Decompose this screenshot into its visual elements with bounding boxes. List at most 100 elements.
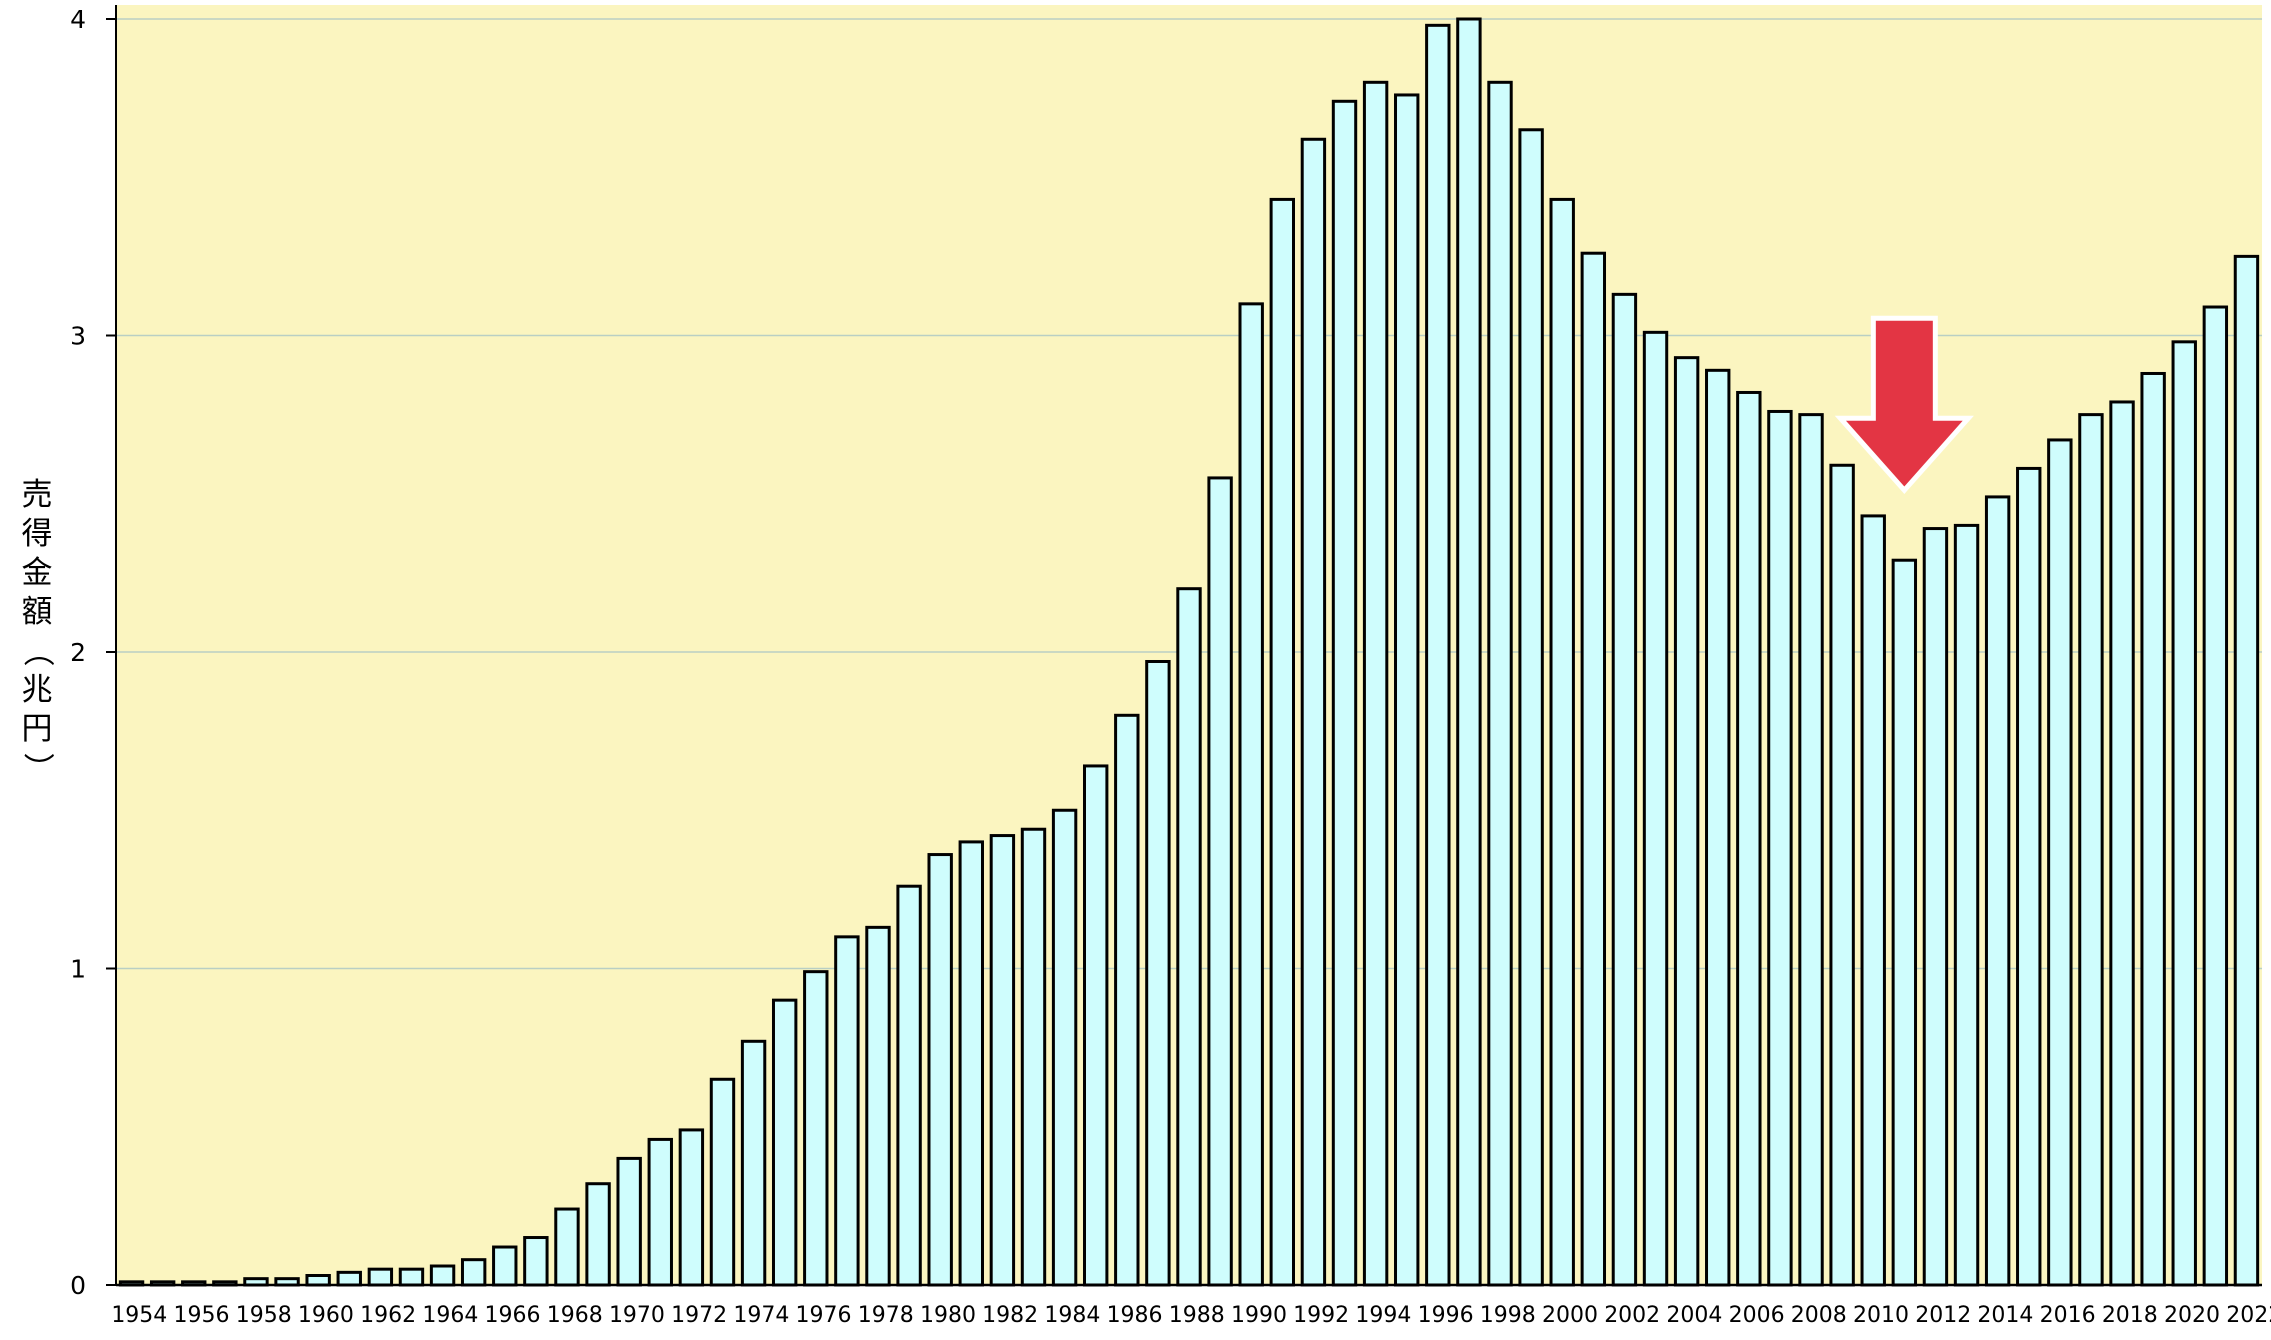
y-axis-label-char: 得 <box>22 516 53 552</box>
bar-1995 <box>1394 93 1420 1287</box>
x-tick-label: 1990 <box>1231 1303 1287 1328</box>
bar-1960 <box>305 1274 331 1287</box>
bar-1997 <box>1456 17 1482 1287</box>
x-tick-label: 1974 <box>733 1303 789 1328</box>
x-tick-label: 1996 <box>1418 1303 1474 1328</box>
x-tick-label: 1986 <box>1107 1303 1163 1328</box>
bar-1970 <box>616 1156 642 1287</box>
bar-1977 <box>834 935 860 1287</box>
bar-2009 <box>1829 463 1855 1287</box>
bar-1992 <box>1300 137 1327 1287</box>
x-tick-label: 2016 <box>2040 1303 2096 1328</box>
bar-1999 <box>1518 128 1544 1287</box>
x-tick-label: 2002 <box>1604 1303 1660 1328</box>
x-tick-label: 2008 <box>1791 1303 1847 1328</box>
y-axis-label-char: 売 <box>22 477 53 513</box>
bar-1962 <box>367 1267 394 1287</box>
y-axis-label-char: 兆 <box>22 672 53 708</box>
bar-1981 <box>958 840 984 1287</box>
bar-1964 <box>429 1264 456 1287</box>
bar-1993 <box>1331 99 1358 1287</box>
x-tick-label: 2004 <box>1666 1303 1722 1328</box>
bar-2004 <box>1673 356 1700 1287</box>
bar-2018 <box>2109 400 2135 1287</box>
x-tick-label: 1978 <box>858 1303 914 1328</box>
bar-2021 <box>2202 305 2229 1287</box>
x-tick-label: 2022 <box>2226 1303 2271 1328</box>
bar-1982 <box>989 834 1016 1287</box>
bar-1988 <box>1176 587 1202 1287</box>
y-axis-label-char: （ <box>19 636 55 667</box>
bar-1969 <box>585 1182 611 1287</box>
bar-2007 <box>1767 409 1793 1287</box>
bar-2015 <box>2016 466 2042 1287</box>
y-tick-label: 2 <box>70 638 86 667</box>
bar-2003 <box>1642 330 1669 1287</box>
bar-2017 <box>2078 413 2104 1287</box>
bar-1978 <box>865 925 891 1287</box>
y-axis-label-char: ） <box>19 753 55 784</box>
bar-1966 <box>492 1245 518 1287</box>
down-arrow-icon <box>1834 315 1974 494</box>
bar-1989 <box>1207 476 1233 1287</box>
x-tick-label: 2020 <box>2164 1303 2220 1328</box>
bar-1971 <box>647 1137 673 1287</box>
bar-1961 <box>336 1270 362 1287</box>
x-tick-label: 2014 <box>1977 1303 2033 1328</box>
x-tick-label: 1988 <box>1169 1303 1225 1328</box>
bar-1965 <box>460 1258 487 1287</box>
x-tick-label: 1958 <box>236 1303 292 1328</box>
x-tick-label: 1954 <box>111 1303 167 1328</box>
bar-1991 <box>1269 197 1296 1287</box>
y-axis-ticks: 0 1 2 3 4 <box>70 5 117 1300</box>
bar-1972 <box>678 1128 705 1287</box>
x-tick-label: 2018 <box>2102 1303 2158 1328</box>
bar-2012 <box>1922 527 1949 1287</box>
bar-2002 <box>1611 292 1638 1287</box>
x-tick-label: 1964 <box>422 1303 478 1328</box>
bar-1984 <box>1051 808 1078 1287</box>
bar-2005 <box>1705 368 1731 1287</box>
bar-1986 <box>1114 713 1140 1287</box>
bar-2008 <box>1798 413 1824 1287</box>
x-tick-label: 1992 <box>1293 1303 1349 1328</box>
bar-2013 <box>1953 523 1980 1287</box>
x-tick-label: 2006 <box>1729 1303 1785 1328</box>
y-axis-label-char: 円 <box>22 711 53 747</box>
bar-1996 <box>1425 23 1451 1287</box>
x-tick-label: 1970 <box>609 1303 665 1328</box>
x-tick-label: 1998 <box>1480 1303 1536 1328</box>
bar-2019 <box>2140 371 2166 1287</box>
bar-1987 <box>1145 659 1171 1287</box>
bar-2020 <box>2171 340 2197 1287</box>
bar-1983 <box>1020 827 1047 1287</box>
y-tick-label: 3 <box>70 322 86 351</box>
x-tick-label: 2000 <box>1542 1303 1598 1328</box>
bar-1968 <box>554 1207 580 1287</box>
bar-2011 <box>1891 558 1918 1287</box>
bar-1963 <box>398 1267 425 1287</box>
bar-2000 <box>1549 197 1575 1287</box>
bar-1967 <box>523 1236 549 1287</box>
bar-1973 <box>709 1077 736 1287</box>
x-tick-label: 1976 <box>796 1303 852 1328</box>
annotations <box>1834 315 1974 494</box>
y-axis-label-char: 金 <box>22 555 53 591</box>
bar-1990 <box>1238 302 1264 1287</box>
x-tick-label: 1994 <box>1355 1303 1411 1328</box>
bar-1979 <box>896 884 922 1287</box>
x-tick-label: 1960 <box>298 1303 354 1328</box>
bar-2010 <box>1860 514 1886 1287</box>
bar-2016 <box>2047 438 2073 1287</box>
y-tick-label: 4 <box>70 5 86 34</box>
bar-2006 <box>1736 390 1762 1287</box>
bar-1975 <box>771 998 798 1287</box>
x-tick-label: 1956 <box>174 1303 230 1328</box>
y-tick-label: 1 <box>70 955 86 984</box>
x-tick-label: 1968 <box>547 1303 603 1328</box>
x-tick-label: 1982 <box>982 1303 1038 1328</box>
bar-1994 <box>1362 80 1389 1287</box>
